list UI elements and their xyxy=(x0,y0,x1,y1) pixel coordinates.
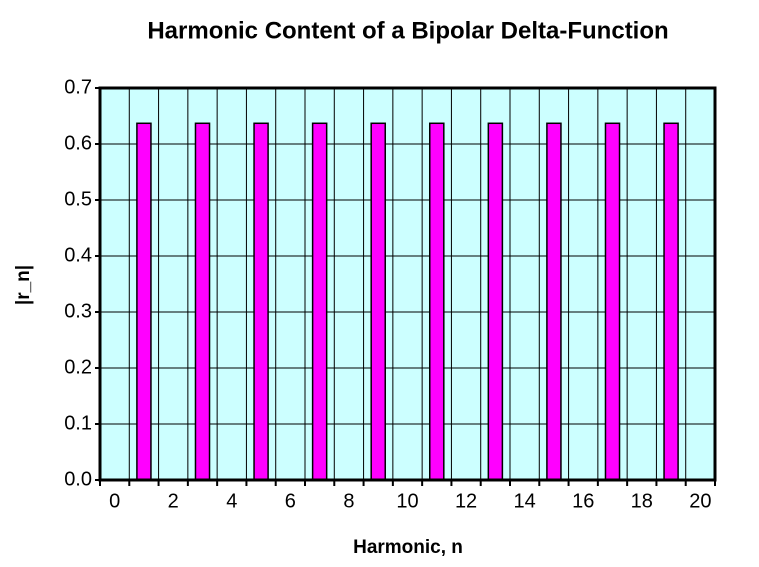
x-tick-label: 12 xyxy=(455,490,477,512)
y-tick-label: 0.6 xyxy=(64,132,92,154)
bar xyxy=(253,122,269,481)
bar xyxy=(136,122,152,481)
x-tick-label: 6 xyxy=(285,490,296,512)
y-tick-label: 0.0 xyxy=(64,468,92,490)
x-tick-label: 20 xyxy=(689,490,711,512)
y-tick-label: 0.7 xyxy=(64,76,92,98)
bar xyxy=(604,122,621,481)
x-tick-label: 10 xyxy=(396,490,418,512)
bar xyxy=(546,122,562,481)
x-tick-label: 0 xyxy=(109,490,120,512)
x-tick-label: 8 xyxy=(343,490,354,512)
plot-border xyxy=(98,86,717,482)
y-tick-label: 0.2 xyxy=(64,356,92,378)
x-tick-label: 4 xyxy=(226,490,237,512)
bar xyxy=(663,122,679,481)
x-tick-label: 2 xyxy=(168,490,179,512)
x-axis-label: Harmonic, n xyxy=(353,537,463,558)
y-tick-label: 0.5 xyxy=(64,188,92,210)
bar xyxy=(194,122,211,481)
x-tick-label: 14 xyxy=(514,490,536,512)
bar xyxy=(311,122,328,481)
x-tick-label: 18 xyxy=(631,490,653,512)
bar xyxy=(370,122,386,481)
y-tick-label: 0.3 xyxy=(64,300,92,322)
x-tick-label: 16 xyxy=(572,490,594,512)
y-tick-label: 0.4 xyxy=(64,244,92,266)
y-axis-label: |r_n| xyxy=(13,265,34,305)
bar xyxy=(487,122,504,481)
bar xyxy=(429,122,445,481)
chart-title: Harmonic Content of a Bipolar Delta-Func… xyxy=(147,17,668,44)
plot-background xyxy=(100,88,715,480)
y-tick-label: 0.1 xyxy=(64,412,92,434)
